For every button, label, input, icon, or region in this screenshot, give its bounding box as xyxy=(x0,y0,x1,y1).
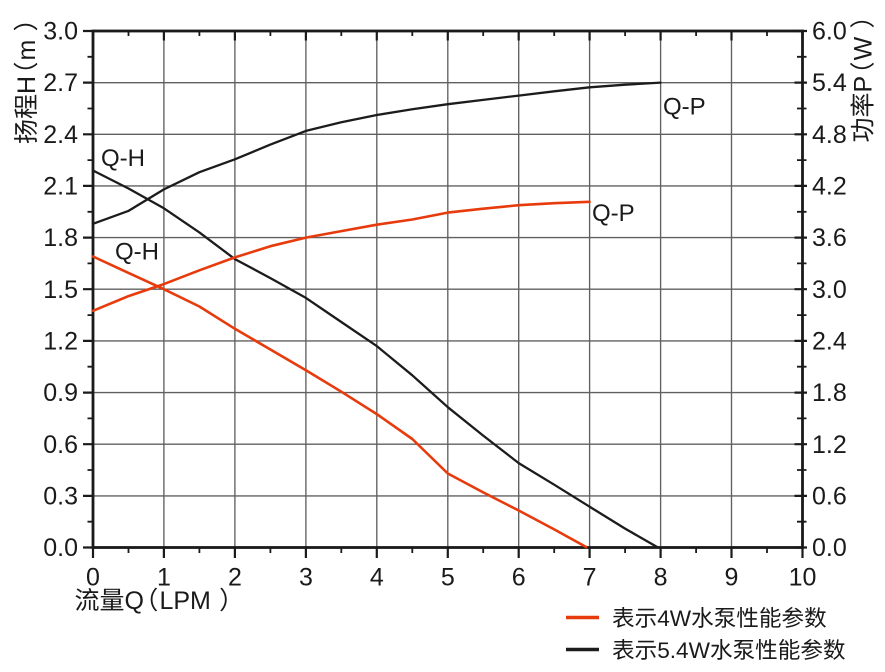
svg-text:1.2: 1.2 xyxy=(812,431,847,459)
svg-text:Q-P: Q-P xyxy=(663,94,706,121)
svg-text:2.7: 2.7 xyxy=(43,69,78,97)
svg-text:4: 4 xyxy=(370,564,384,592)
svg-text:0.9: 0.9 xyxy=(43,379,78,407)
svg-text:2.1: 2.1 xyxy=(43,173,78,201)
svg-text:5.4W: 5.4W xyxy=(657,638,710,663)
svg-text:3: 3 xyxy=(299,564,313,592)
svg-text:7: 7 xyxy=(583,564,597,592)
svg-text:6: 6 xyxy=(512,564,526,592)
svg-text:1.2: 1.2 xyxy=(43,328,78,356)
svg-text:4.8: 4.8 xyxy=(812,121,847,149)
svg-text:0: 0 xyxy=(86,564,100,592)
svg-text:2.4: 2.4 xyxy=(812,328,847,356)
svg-text:5: 5 xyxy=(441,564,455,592)
svg-text:Q-H: Q-H xyxy=(115,239,159,266)
svg-text:3.0: 3.0 xyxy=(812,276,847,304)
svg-text:1.8: 1.8 xyxy=(812,379,847,407)
svg-text:P: P xyxy=(850,76,878,93)
svg-text:4.2: 4.2 xyxy=(812,173,847,201)
svg-text:10: 10 xyxy=(789,564,817,592)
svg-text:3.0: 3.0 xyxy=(43,18,78,46)
svg-text:2.4: 2.4 xyxy=(43,121,78,149)
svg-text:0.0: 0.0 xyxy=(43,534,78,562)
svg-text:Q: Q xyxy=(125,587,144,615)
svg-text:W: W xyxy=(850,36,878,60)
svg-text:6.0: 6.0 xyxy=(812,18,847,46)
svg-text:8: 8 xyxy=(654,564,668,592)
svg-text:0.6: 0.6 xyxy=(812,483,847,511)
svg-text:1.8: 1.8 xyxy=(43,224,78,252)
svg-text:Q-P: Q-P xyxy=(592,200,635,227)
svg-text:Q-H: Q-H xyxy=(101,145,145,172)
svg-text:1: 1 xyxy=(157,564,171,592)
svg-text:3.6: 3.6 xyxy=(812,224,847,252)
svg-text:0.6: 0.6 xyxy=(43,431,78,459)
svg-text:H: H xyxy=(13,76,41,94)
svg-text:1.5: 1.5 xyxy=(43,276,78,304)
svg-text:5.4: 5.4 xyxy=(812,69,847,97)
svg-text:4W: 4W xyxy=(657,606,692,631)
svg-text:m: m xyxy=(13,40,41,61)
svg-text:0.0: 0.0 xyxy=(812,534,847,562)
svg-text:2: 2 xyxy=(228,564,242,592)
svg-text:9: 9 xyxy=(725,564,739,592)
svg-text:LPM: LPM xyxy=(159,587,210,615)
svg-text:0.3: 0.3 xyxy=(43,483,78,511)
